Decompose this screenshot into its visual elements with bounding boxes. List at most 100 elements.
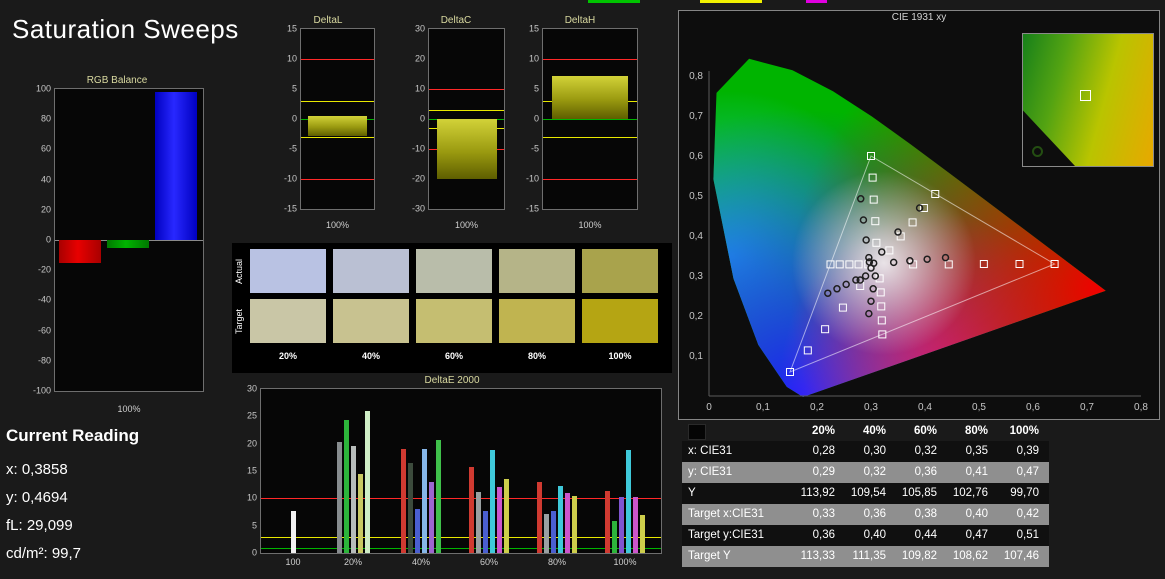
swatch-col-label: 60% [444,351,464,361]
cie-target-marker [868,173,877,182]
cie-target-marker [871,217,880,226]
results-table-cell: 0,32 [914,445,937,457]
cie-axis-tick: 0,2 [689,311,703,322]
y-tick-label: 15 [528,23,539,34]
deltae2000-chart: DeltaE 2000 30 25 20 15 10 5 0 100 20% 40% 60% 80% 1… [238,374,666,572]
deltae-bar [612,520,617,553]
y-tick-label: -20 [37,264,51,275]
cie-target-marker [845,260,854,269]
cie-target-marker [835,260,844,269]
cie-measurement-marker [862,236,870,244]
cie-measurement-marker [878,248,886,256]
deltae-group-label: 80% [547,557,567,567]
results-table-row-label: y: CIE31 [688,466,733,478]
results-table-col-header: 100% [1009,425,1039,437]
y-tick-label: 15 [286,23,297,34]
cie-measurement-marker [941,253,950,262]
results-table-row-label: x: CIE31 [688,445,733,457]
cie-target-marker [869,195,878,204]
page-title: Saturation Sweeps [12,14,239,44]
cie-measurement-marker [842,280,850,289]
cie-axis-tick: 0,7 [1080,402,1094,413]
results-table-cell: 0,30 [863,445,886,457]
y-tick-label: 5 [251,520,257,531]
reference-line [301,59,374,60]
deltae-bar [640,515,645,553]
results-table-cell: 109,54 [850,487,886,499]
cie-target-marker [944,260,953,269]
results-table-cell: 0,42 [1016,508,1039,520]
results-table-row-label: Y [688,487,696,499]
deltae-bar [476,492,481,553]
cie-target-marker [919,204,928,212]
y-tick-label: 25 [246,410,257,421]
corner-swatch [688,424,706,440]
cie-target-marker [867,152,875,160]
cie-markers [786,152,1059,376]
cie-title: CIE 1931 xy [891,12,947,23]
deltae-bar [469,467,474,553]
results-table-cell: 0,51 [1016,529,1039,541]
delta-bar [436,119,497,179]
results-table-row: Target y:CIE31 0,36 0,40 0,44 0,47 0,51 [682,525,1049,546]
deltae-bar [537,481,542,553]
swatch-cell [416,249,492,293]
y-tick-label: 10 [414,83,425,94]
cie-zoom-inset [1022,33,1154,167]
results-table-cell: 108,62 [952,550,988,562]
deltae-bar [415,508,420,553]
cie-measurement-marker [859,216,868,224]
cie-measurement-marker [865,258,874,266]
results-table-cell: 0,33 [812,508,835,520]
current-reading-line: cd/m²: 99,7 [6,545,82,562]
y-tick-label: 0 [419,113,425,124]
y-tick-label: 100 [35,83,51,94]
cie-measurement-marker [865,309,873,318]
results-table-col-header: 60% [913,425,937,437]
results-table-cell: 0,38 [914,508,937,520]
y-tick-label: 0 [533,113,539,124]
cie-axis-tick: 0,4 [689,231,703,242]
deltae-bar [497,487,502,553]
deltae-bar [551,511,556,553]
cie-target-marker [931,190,940,198]
results-table-cell: 0,44 [914,529,937,541]
y-tick-label: 30 [246,383,257,394]
green-bar [107,240,149,248]
cie-measurement-marker [833,285,841,293]
rgb-balance-chart: RGB Balance 100 80 60 40 20 0 -20 -40 -60 -80 -100… [28,74,206,422]
reference-line [261,498,661,500]
green-mark [588,0,640,3]
cie-axis-tick: 0,6 [1026,402,1040,413]
results-table-cell: 102,76 [952,487,988,499]
cie-target-marker [979,260,988,268]
reference-line [261,547,661,549]
deltae-group-label: 60% [479,557,499,567]
results-table-col-header: 80% [964,425,988,437]
current-reading-lines: x: 0,3858 y: 0,4694 fL: 29,099 cd/m²: 99,7 [6,456,226,568]
y-tick-label: 0 [251,547,257,558]
reference-line [543,179,637,180]
y-tick-label: 10 [286,53,297,64]
current-reading-line: y: 0,4694 [6,489,68,506]
cie-axis-tick: 0,5 [689,191,703,202]
reference-line [429,110,504,111]
results-table-cell: 113,92 [800,487,835,499]
y-tick-label: 20 [40,204,51,215]
deltae-bar [364,411,370,553]
cie-axis-tick: 0,6 [689,151,703,162]
reference-line [261,536,661,538]
cie-measurement-marker [894,228,902,236]
y-tick-label: 40 [40,174,51,185]
results-table-cell: 99,70 [1010,487,1039,499]
swatch-cell [333,249,409,293]
deltaL-chart: DeltaL 15 10 5 0 -5 -10 -15 100% [278,14,378,236]
cie-measurement-marker [906,257,914,265]
deltae-bar [619,497,624,553]
results-table-col-header: 20% [811,425,835,437]
results-table-cell: 0,39 [1016,445,1039,457]
cie-target-marker [877,302,886,311]
y-tick-label: -5 [530,143,539,154]
y-tick-label: 20 [246,438,257,449]
cie-axis-tick: 0,3 [864,402,878,413]
